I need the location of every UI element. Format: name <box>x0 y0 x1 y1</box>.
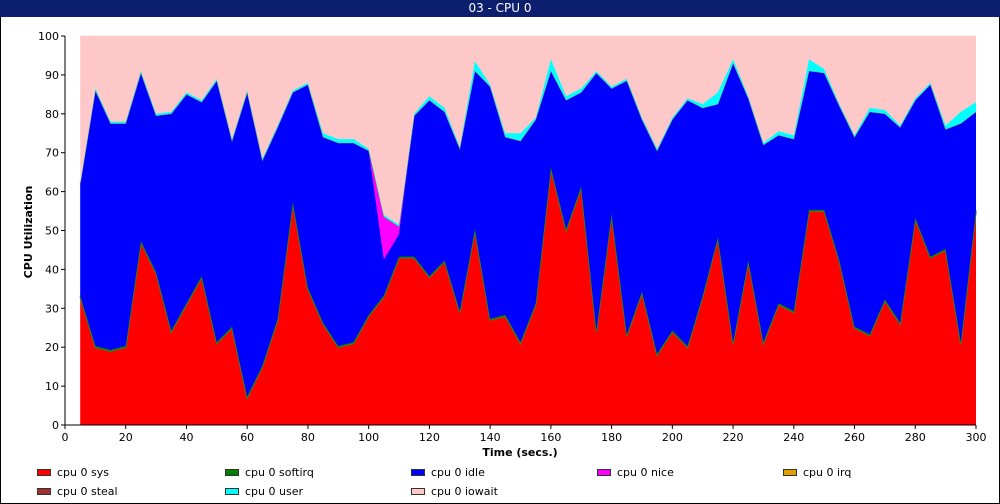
legend-swatch <box>225 468 239 476</box>
y-tick-label: 50 <box>45 225 59 238</box>
x-axis-label: Time (secs.) <box>482 446 557 459</box>
series-area-cpu-0-iowait <box>80 36 976 225</box>
legend-item: cpu 0 iowait <box>389 484 498 498</box>
x-tick-label: 0 <box>62 431 69 444</box>
x-tick-label: 40 <box>179 431 193 444</box>
chart-window-title: 03 - CPU 0 <box>0 0 1000 17</box>
legend-swatch <box>37 468 51 476</box>
y-tick-label: 80 <box>45 108 59 121</box>
x-tick-label: 240 <box>783 431 804 444</box>
x-tick-label: 260 <box>844 431 865 444</box>
y-axis-label: CPU Utilization <box>22 186 35 279</box>
x-tick-label: 200 <box>662 431 683 444</box>
y-tick-label: 10 <box>45 380 59 393</box>
legend-swatch <box>225 487 239 495</box>
y-tick-label: 30 <box>45 302 59 315</box>
x-tick-label: 220 <box>723 431 744 444</box>
legend-label: cpu 0 softirq <box>245 465 314 479</box>
x-tick-label: 100 <box>358 431 379 444</box>
legend-label: cpu 0 iowait <box>431 484 498 498</box>
legend-swatch <box>411 468 425 476</box>
legend-label: cpu 0 sys <box>57 465 109 479</box>
y-tick-label: 60 <box>45 186 59 199</box>
x-tick-label: 180 <box>601 431 622 444</box>
legend-item: cpu 0 idle <box>389 465 485 479</box>
legend-label: cpu 0 nice <box>617 465 674 479</box>
legend-item: cpu 0 softirq <box>203 465 314 479</box>
y-tick-label: 100 <box>38 30 59 43</box>
x-tick-label: 140 <box>480 431 501 444</box>
legend-label: cpu 0 steal <box>57 484 118 498</box>
legend-item: cpu 0 steal <box>15 484 118 498</box>
legend-label: cpu 0 idle <box>431 465 485 479</box>
series-area-cpu-0-idle <box>80 63 976 397</box>
chart-legend: cpu 0 sys cpu 0 softirq cpu 0 idle cpu 0 ni… <box>0 462 1000 504</box>
legend-item: cpu 0 sys <box>15 465 109 479</box>
x-tick-label: 60 <box>240 431 254 444</box>
tick-labels: 0 10 20 30 40 50 60 70 80 90 100 0 20 40 60 80 100 120 140… <box>38 30 987 444</box>
legend-label: cpu 0 user <box>245 484 303 498</box>
y-tick-label: 90 <box>45 69 59 82</box>
legend-item: cpu 0 nice <box>575 465 674 479</box>
legend-swatch <box>597 468 611 476</box>
x-tick-label: 280 <box>905 431 926 444</box>
x-tick-label: 20 <box>119 431 133 444</box>
legend-item: cpu 0 irq <box>761 465 851 479</box>
legend-item: cpu 0 user <box>203 484 303 498</box>
series-area-cpu-0-sys <box>80 168 976 426</box>
y-tick-label: 0 <box>52 419 59 432</box>
series-areas <box>79 35 977 426</box>
y-tick-label: 20 <box>45 341 59 354</box>
x-tick-label: 120 <box>419 431 440 444</box>
legend-swatch <box>37 487 51 495</box>
legend-swatch <box>783 468 797 476</box>
y-tick-label: 70 <box>45 147 59 160</box>
x-tick-label: 160 <box>540 431 561 444</box>
x-tick-label: 300 <box>966 431 987 444</box>
y-tick-label: 40 <box>45 263 59 276</box>
legend-label: cpu 0 irq <box>803 465 852 479</box>
x-tick-label: 80 <box>301 431 315 444</box>
legend-swatch <box>411 487 425 495</box>
